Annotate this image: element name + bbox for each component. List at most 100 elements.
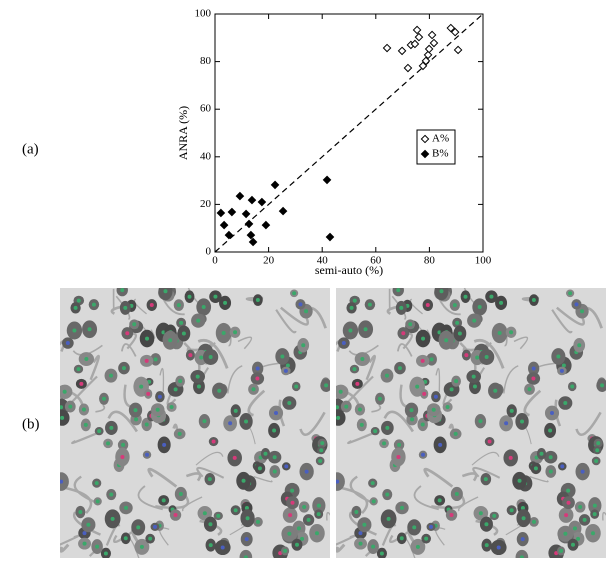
x-tick-label: 100 — [475, 255, 492, 267]
cell-marker — [429, 524, 434, 529]
cell-marker — [87, 327, 92, 332]
cell-marker — [578, 504, 583, 509]
y-tick-label: 20 — [200, 198, 212, 210]
cell-marker — [263, 451, 268, 456]
cell-marker — [508, 455, 513, 460]
cell-marker — [370, 481, 375, 486]
cell-marker — [121, 366, 126, 371]
cell-marker — [124, 505, 129, 510]
cell-marker — [283, 548, 288, 553]
cell-marker — [437, 330, 442, 335]
cell — [239, 549, 253, 558]
cell-marker — [274, 411, 279, 416]
point — [429, 38, 439, 48]
cell-marker — [196, 384, 201, 389]
cell-marker — [360, 357, 365, 362]
fiber — [120, 343, 137, 357]
cell-marker — [155, 407, 160, 412]
cell-marker — [109, 425, 114, 430]
cell-marker — [358, 541, 363, 546]
cell-marker — [336, 479, 340, 484]
cell — [158, 288, 173, 301]
cell-marker — [207, 477, 212, 482]
cell-marker — [244, 537, 249, 542]
cell-marker — [287, 401, 292, 406]
cell-marker — [478, 419, 483, 424]
cell-marker — [471, 374, 476, 379]
cell-marker — [582, 517, 587, 522]
cell-marker — [120, 288, 125, 293]
cell-marker — [425, 303, 430, 308]
cell-marker — [396, 454, 401, 459]
cell-marker — [290, 500, 295, 505]
cell-marker — [292, 291, 297, 296]
cell-marker — [208, 543, 213, 548]
cell-marker — [489, 294, 494, 299]
fiber — [556, 306, 585, 326]
point — [397, 46, 407, 56]
cell-marker — [233, 408, 238, 413]
cell-marker — [429, 357, 434, 362]
micrograph — [336, 288, 606, 558]
cell-marker — [564, 513, 569, 518]
cell-marker — [421, 452, 426, 457]
cell-marker — [439, 289, 444, 294]
cell-marker — [132, 322, 137, 327]
cell-marker — [421, 336, 426, 341]
point — [246, 230, 256, 240]
cell-marker — [84, 357, 89, 362]
cell-marker — [213, 294, 218, 299]
cell-marker — [497, 331, 502, 336]
cell-marker — [487, 439, 492, 444]
plot-frame — [214, 13, 484, 253]
cell-marker — [300, 536, 305, 541]
cell-marker — [82, 541, 87, 546]
cell-marker — [324, 383, 329, 388]
cell-marker — [539, 451, 544, 456]
cell-marker — [399, 305, 404, 310]
fiber — [237, 336, 253, 350]
cell-marker — [255, 366, 260, 371]
cell-marker — [108, 373, 113, 378]
cell-marker — [161, 498, 166, 503]
cell-marker — [95, 499, 100, 504]
cell-marker — [97, 429, 102, 434]
x-tick-label: 20 — [263, 255, 275, 267]
cell-marker — [410, 417, 415, 422]
y-tick-label: 60 — [200, 103, 212, 115]
point — [241, 209, 251, 219]
cell-marker — [82, 531, 87, 536]
cell-marker — [548, 455, 553, 460]
fiber — [349, 475, 372, 504]
fiber — [253, 476, 273, 483]
cell-marker — [120, 454, 125, 459]
x-tick-label: 0 — [212, 255, 218, 267]
cell-marker — [566, 488, 571, 493]
cell-marker — [431, 407, 436, 412]
cell-marker — [496, 545, 501, 550]
cell-marker — [284, 464, 289, 469]
cell-marker — [397, 442, 402, 447]
cell-marker — [153, 524, 158, 529]
cell-marker — [493, 388, 498, 393]
cell-marker — [106, 441, 111, 446]
cell-marker — [95, 544, 100, 549]
panel-label: (a) — [22, 141, 39, 157]
cell-marker — [590, 531, 595, 536]
tissue — [336, 288, 606, 558]
cell-marker — [438, 442, 443, 447]
cell-marker — [449, 513, 454, 518]
cell-marker — [344, 404, 349, 409]
cell-marker — [371, 544, 376, 549]
cell-marker — [509, 330, 514, 335]
cell — [60, 409, 70, 426]
fiber — [399, 384, 407, 408]
cell-marker — [548, 428, 553, 433]
cell-marker — [60, 479, 64, 484]
point — [403, 63, 413, 73]
cell-marker — [202, 511, 207, 516]
cell-marker — [123, 536, 128, 541]
cell-marker — [217, 388, 222, 393]
cell-marker — [484, 354, 489, 359]
